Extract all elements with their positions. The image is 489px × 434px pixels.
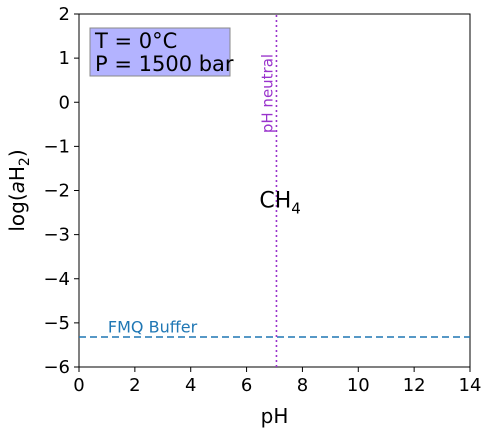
y-tick-label: 2 bbox=[59, 4, 70, 25]
y-tick-label: −4 bbox=[43, 269, 70, 290]
x-tick-label: 0 bbox=[73, 375, 84, 396]
field-label-ch4: CH4 bbox=[259, 188, 300, 217]
ph-neutral-label: pH neutral bbox=[258, 54, 276, 133]
x-tick-label: 10 bbox=[347, 375, 370, 396]
x-tick-label: 2 bbox=[129, 375, 140, 396]
x-tick-label: 4 bbox=[185, 375, 196, 396]
x-tick-label: 14 bbox=[459, 375, 482, 396]
y-tick-label: 0 bbox=[59, 92, 70, 113]
y-tick-label: −6 bbox=[43, 357, 70, 378]
x-tick-label: 12 bbox=[403, 375, 426, 396]
x-tick-label: 6 bbox=[241, 375, 252, 396]
annotations: FMQ Buffer pH neutral CH4 T = 0°CP = 1500 b… bbox=[89, 27, 301, 336]
y-tick-label: −3 bbox=[43, 225, 70, 246]
fmq-buffer-label: FMQ Buffer bbox=[108, 317, 198, 336]
y-tick-label: −5 bbox=[43, 313, 70, 334]
y-axis-label: log(aH2) bbox=[5, 149, 33, 231]
pressure-label: P = 1500 bar bbox=[95, 52, 234, 76]
y-tick-label: −2 bbox=[43, 181, 70, 202]
data-layer bbox=[79, 14, 470, 367]
conditions-box bbox=[89, 27, 231, 77]
x-tick-label: 8 bbox=[297, 375, 308, 396]
x-axis-label: pH bbox=[261, 404, 289, 428]
y-tick-label: 1 bbox=[59, 48, 70, 69]
temperature-label: T = 0°C bbox=[94, 29, 177, 53]
y-tick-label: −1 bbox=[43, 136, 70, 157]
